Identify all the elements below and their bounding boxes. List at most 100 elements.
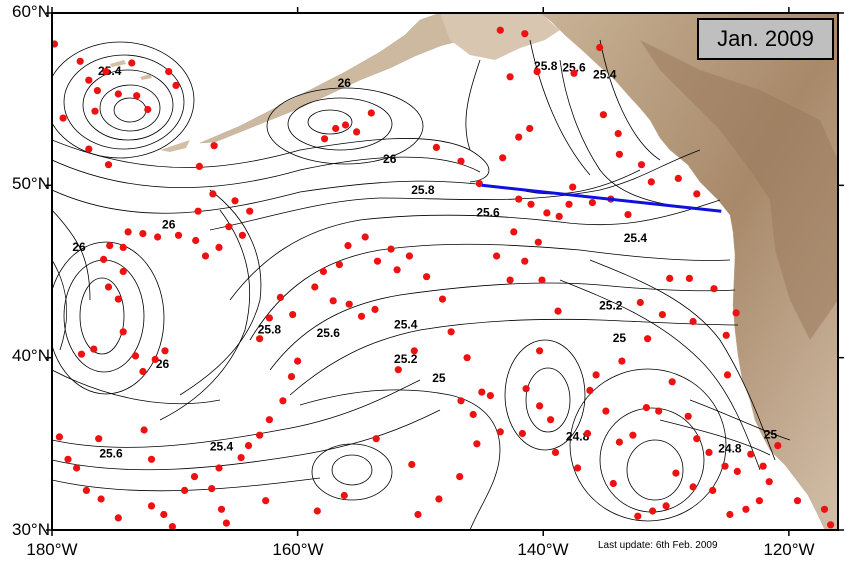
float-marker [181, 486, 189, 494]
contour-label: 25.4 [210, 440, 234, 454]
contour-label: 25.4 [394, 317, 418, 331]
float-marker [133, 92, 141, 100]
float-marker [596, 43, 604, 52]
contour-label: 25.6 [317, 326, 341, 340]
float-marker [394, 366, 402, 374]
float-marker [499, 154, 507, 162]
float-marker [634, 512, 642, 520]
float-marker [515, 195, 523, 203]
float-marker [76, 57, 84, 65]
float-marker [209, 190, 217, 198]
float-marker [551, 448, 560, 456]
float-marker [570, 69, 578, 77]
float-marker [435, 495, 443, 503]
float-marker [265, 416, 273, 424]
alaska-interior-land [440, 13, 560, 60]
contour-label-layer: 25.4 26 26 25.8 25.6 25.8 25.6 25.4 26 26 25.4 25.2… [72, 59, 777, 461]
float-marker [160, 510, 168, 519]
float-marker [710, 285, 718, 293]
contour-label: 25.2 [599, 298, 623, 312]
contour-label: 26 [162, 217, 176, 231]
float-marker [244, 442, 253, 450]
float-marker [139, 230, 147, 238]
float-marker [658, 311, 667, 319]
last-update-note: Last update: 6th Feb. 2009 [598, 540, 718, 551]
contour-label: 25.4 [593, 68, 617, 82]
contour-label: 25.6 [476, 205, 500, 219]
float-marker [473, 440, 481, 448]
float-marker [709, 486, 717, 494]
float-marker [147, 455, 156, 463]
float-marker [91, 107, 99, 115]
float-marker [192, 236, 200, 245]
float-marker [344, 242, 352, 250]
float-marker [574, 464, 582, 472]
float-marker [527, 200, 535, 208]
float-marker [655, 407, 663, 415]
float-marker [583, 429, 592, 438]
float-marker [139, 367, 147, 376]
float-marker [618, 357, 626, 365]
float-marker [102, 68, 110, 76]
float-marker [256, 431, 264, 439]
contour-label: 25 [613, 331, 627, 345]
lon-label-140w: 140°W [517, 540, 569, 559]
float-marker [174, 231, 183, 239]
float-marker [154, 233, 162, 241]
float-marker [538, 276, 546, 284]
float-marker [447, 328, 455, 336]
float-marker [237, 454, 245, 462]
float-marker [114, 90, 122, 98]
float-marker [287, 373, 296, 381]
float-marker [408, 460, 416, 469]
lon-label-180w: 180°W [26, 540, 78, 559]
float-marker [478, 388, 486, 396]
float-marker [609, 479, 617, 488]
float-marker [759, 462, 767, 470]
contour-label: 25.2 [394, 352, 418, 366]
float-marker [393, 266, 401, 274]
contour-label: 25.8 [258, 323, 282, 337]
float-marker [85, 145, 93, 153]
float-marker [231, 197, 239, 205]
float-marker [747, 450, 755, 458]
float-marker [194, 207, 202, 215]
float-marker [521, 257, 529, 265]
lat-label-30n: 30°N [12, 520, 50, 539]
float-marker [423, 273, 431, 281]
float-marker [438, 295, 447, 303]
float-marker [124, 228, 132, 236]
float-marker [151, 355, 159, 363]
float-marker [522, 385, 530, 393]
section-line [481, 183, 722, 213]
float-marker [276, 293, 284, 301]
float-marker [565, 200, 573, 208]
float-layer [52, 26, 835, 530]
mountain-relief [640, 40, 838, 340]
float-marker [722, 331, 730, 339]
float-marker [222, 519, 230, 527]
float-marker [201, 252, 210, 260]
float-marker [827, 521, 835, 529]
contour-label: 26 [156, 357, 170, 371]
float-marker [90, 345, 98, 353]
float-marker [689, 317, 697, 326]
lon-label-120w: 120°W [763, 540, 815, 559]
float-marker [457, 397, 465, 405]
float-marker [765, 478, 773, 486]
float-marker [602, 407, 610, 415]
map-frame [51, 12, 839, 531]
float-marker [256, 335, 264, 343]
float-marker [340, 491, 348, 500]
float-marker [97, 495, 105, 503]
float-marker [615, 150, 624, 158]
float-marker [319, 267, 327, 276]
float-marker [165, 68, 173, 76]
float-marker [684, 412, 692, 420]
float-marker [592, 371, 600, 379]
float-marker [85, 76, 93, 84]
float-marker [161, 347, 169, 355]
float-marker [195, 162, 203, 170]
float-marker [496, 428, 504, 436]
float-marker [693, 190, 701, 198]
